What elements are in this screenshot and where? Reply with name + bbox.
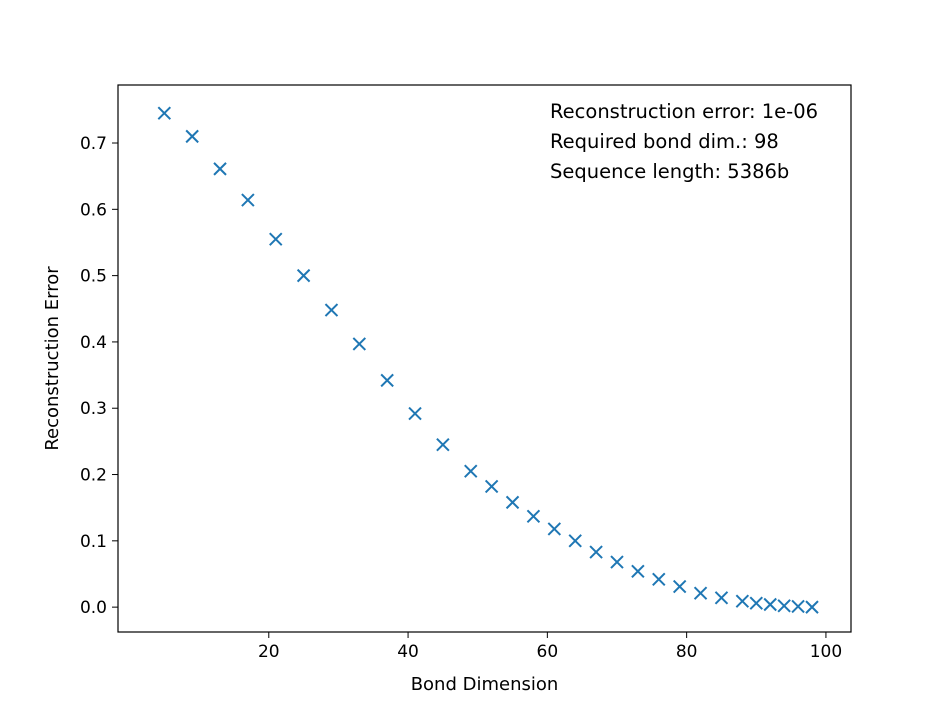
data-point <box>296 268 311 283</box>
data-point <box>589 545 603 559</box>
annotation-line-2: Required bond dim.: 98 <box>550 130 779 153</box>
x-tick-label: 60 <box>537 642 559 662</box>
data-point <box>157 106 172 120</box>
data-points <box>157 106 819 614</box>
data-point <box>791 599 805 614</box>
y-tick-label: 0.4 <box>80 333 107 353</box>
data-point <box>269 232 283 246</box>
data-point <box>526 509 541 524</box>
data-point <box>436 437 450 452</box>
y-axis-ticks: 0.0 0.1 0.2 0.3 0.4 0.5 0.6 0.7 <box>80 134 118 618</box>
y-tick-label: 0.2 <box>80 466 107 486</box>
x-axis-ticks: 20 40 60 80 100 <box>258 632 842 662</box>
data-point <box>505 495 520 510</box>
data-point <box>185 129 199 144</box>
data-point <box>749 596 763 610</box>
data-point <box>568 534 582 548</box>
data-point <box>464 464 478 478</box>
data-point <box>777 599 791 613</box>
annotation-line-3: Sequence length: 5386b <box>550 160 789 183</box>
data-point <box>547 522 562 536</box>
y-tick-label: 0.1 <box>80 532 107 552</box>
data-point <box>735 594 750 608</box>
x-tick-label: 40 <box>397 642 419 662</box>
data-point <box>324 303 339 317</box>
x-axis-label: Bond Dimension <box>411 674 559 695</box>
y-tick-label: 0.3 <box>80 399 107 419</box>
y-tick-label: 0.5 <box>80 267 107 287</box>
y-tick-label: 0.6 <box>80 200 107 220</box>
data-point <box>380 373 394 388</box>
y-tick-label: 0.0 <box>80 598 107 618</box>
data-point <box>610 555 624 569</box>
x-tick-label: 100 <box>810 642 842 662</box>
data-point <box>672 579 687 594</box>
y-tick-label: 0.7 <box>80 134 107 154</box>
x-tick-label: 80 <box>676 642 698 662</box>
data-point <box>652 572 666 586</box>
y-axis-label: Reconstruction Error <box>42 266 63 451</box>
data-point <box>484 479 499 494</box>
plot-frame <box>117 84 852 633</box>
data-point <box>213 162 227 176</box>
data-point <box>408 406 422 421</box>
data-point <box>805 600 819 614</box>
data-point <box>241 193 255 207</box>
data-point <box>352 337 367 351</box>
data-point <box>763 597 777 612</box>
annotation-line-1: Reconstruction error: 1e-06 <box>550 100 818 123</box>
data-point <box>631 564 645 579</box>
data-point <box>693 586 708 600</box>
x-tick-label: 20 <box>258 642 280 662</box>
data-point <box>714 591 729 605</box>
